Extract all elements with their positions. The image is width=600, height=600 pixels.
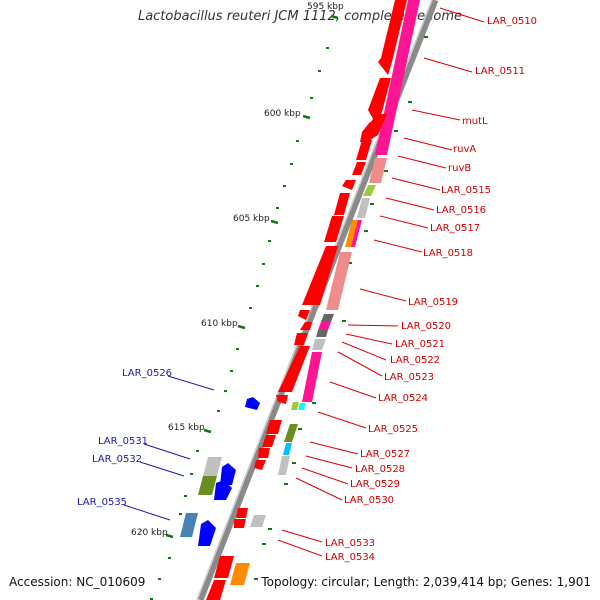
genome-stats: Topology: circular; Length: 2,039,414 bp… (261, 575, 591, 589)
accession-label: Accession: NC_010609 (9, 575, 146, 589)
gene-LAR_0526 (245, 397, 260, 410)
gene-label: LAR_0511 (475, 66, 525, 77)
gene-label: LAR_0520 (401, 321, 451, 332)
gene-label: LAR_0535 (77, 497, 127, 508)
gene-label: LAR_0516 (436, 205, 486, 216)
gene-label: LAR_0515 (441, 185, 491, 196)
gene-label: LAR_0532 (92, 454, 142, 465)
right-gene-labels: LAR_0510 LAR_0511 mutL ruvA ruvB LAR_051… (325, 16, 537, 563)
left-gene-labels: LAR_0526 LAR_0531 LAR_0532 LAR_0535 (77, 368, 172, 508)
gene-label: LAR_0510 (487, 16, 537, 27)
scale-label-605: 605 kbp (233, 214, 270, 224)
gene-label: LAR_0534 (325, 552, 375, 563)
gene-label: LAR_0523 (384, 372, 434, 383)
map-title: Lactobacillus reuteri JCM 1112, complete… (137, 9, 463, 24)
right-leaders (277, 7, 485, 557)
gene-label: LAR_0519 (408, 297, 458, 308)
tick-dots (150, 36, 428, 600)
gene-label: LAR_0528 (355, 464, 405, 475)
gene-label: LAR_0518 (423, 248, 473, 259)
gene-label: ruvB (448, 163, 471, 174)
gene-label: LAR_0533 (325, 538, 375, 549)
gene-label: LAR_0527 (360, 449, 410, 460)
gene-label: LAR_0525 (368, 424, 418, 435)
gene-label: mutL (462, 116, 488, 127)
scale-label-610: 610 kbp (201, 319, 238, 329)
gene-label: LAR_0521 (395, 339, 445, 350)
gene-LAR_0535 (198, 520, 216, 546)
gene-label: LAR_0522 (390, 355, 440, 366)
gene-LAR_0531 (220, 463, 236, 485)
gene-label: LAR_0529 (350, 479, 400, 490)
left-leaders (123, 375, 215, 521)
gene-LAR_0532 (214, 480, 232, 500)
scale-label-595: 595 kbp (307, 2, 344, 12)
gene-label: LAR_0526 (122, 368, 172, 379)
scale-label-615: 615 kbp (168, 423, 205, 433)
minus-strand-genes (198, 397, 260, 546)
gene-label: ruvA (453, 144, 476, 155)
gene-label: LAR_0530 (344, 495, 394, 506)
scale-label-620: 620 kbp (131, 528, 168, 538)
gene-label: LAR_0531 (98, 436, 148, 447)
plus-strand-genes (206, 0, 407, 600)
scale-ticks (165, 14, 339, 539)
scale-label-600: 600 kbp (264, 109, 301, 119)
gene-LAR_0510 (378, 0, 407, 75)
cds-band (180, 0, 420, 585)
gene-LAR_0511 (368, 78, 391, 124)
gene-label: LAR_0517 (430, 223, 480, 234)
scale-labels: 595 kbp 600 kbp 605 kbp 610 kbp 615 kbp … (131, 2, 344, 538)
gene-label: LAR_0524 (378, 393, 428, 404)
